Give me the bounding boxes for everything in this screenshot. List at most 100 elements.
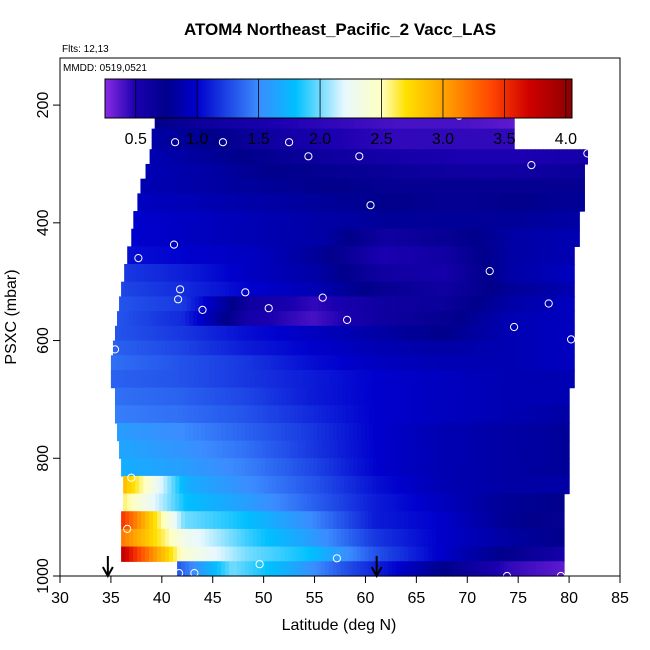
curtain-cell	[184, 528, 190, 548]
curtain-cell	[333, 281, 339, 297]
curtain-cell	[376, 163, 382, 180]
curtain-cell	[314, 355, 320, 371]
curtain-cell	[193, 561, 198, 577]
curtain-cell	[290, 355, 296, 371]
curtain-cell	[169, 211, 175, 230]
colorbar-swatch	[350, 79, 353, 118]
curtain-cell	[454, 211, 460, 230]
curtain-cell	[218, 369, 224, 389]
curtain-cell	[397, 440, 403, 459]
curtain-cell	[226, 369, 232, 389]
curtain-cell	[393, 405, 399, 424]
curtain-cell	[169, 458, 174, 477]
curtain-cell	[525, 422, 530, 442]
curtain-cell	[342, 149, 348, 165]
curtain-cell	[318, 355, 324, 371]
curtain-cell	[407, 228, 412, 247]
curtain-cell	[482, 264, 488, 283]
curtain-cell	[381, 340, 387, 356]
curtain-cell	[264, 561, 270, 577]
curtain-cell	[224, 511, 230, 530]
curtain-cell	[127, 493, 132, 512]
curtain-cell	[234, 369, 240, 389]
colorbar-swatch	[306, 79, 310, 118]
sample-point	[285, 138, 294, 147]
curtain-cell	[209, 163, 214, 180]
curtain-cell	[217, 311, 222, 327]
curtain-cell	[484, 561, 489, 577]
curtain-cell	[346, 296, 352, 312]
curtain-cell	[191, 128, 197, 150]
curtain-cell	[494, 296, 499, 312]
curtain-cell	[482, 211, 488, 230]
curtain-cell	[456, 546, 461, 562]
curtain-cell	[207, 228, 212, 247]
curtain-cell	[490, 296, 495, 312]
curtain-cell	[185, 458, 190, 477]
curtain-cell	[251, 128, 256, 150]
curtain-cell	[528, 163, 534, 180]
curtain-cell	[232, 546, 238, 562]
colorbar-swatch	[398, 79, 401, 118]
curtain-cell	[480, 528, 485, 548]
curtain-cell	[436, 511, 441, 530]
curtain-cell	[435, 228, 440, 247]
curtain-cell	[519, 228, 524, 247]
curtain-cell	[458, 211, 464, 230]
curtain-cell	[469, 405, 475, 424]
curtain-cell	[269, 163, 274, 180]
curtain-cell	[219, 228, 224, 247]
curtain-cell	[194, 355, 200, 371]
curtain-cell	[313, 340, 319, 356]
curtain-cell	[501, 340, 507, 356]
curtain-cell	[393, 387, 399, 406]
curtain-cell	[406, 325, 412, 342]
sample-point	[264, 304, 273, 313]
curtain-cell	[563, 149, 568, 165]
curtain-cell	[391, 493, 397, 512]
curtain-cell	[464, 546, 469, 562]
curtain-cell	[388, 475, 393, 495]
curtain-cell	[197, 422, 202, 442]
curtain-cell	[550, 355, 555, 371]
curtain-cell	[445, 458, 450, 477]
curtain-cell	[421, 405, 427, 424]
curtain-cell	[529, 405, 534, 424]
curtain-cell	[201, 340, 206, 356]
curtain-cell	[437, 281, 443, 297]
curtain-cell	[410, 355, 416, 371]
curtain-cell	[522, 296, 527, 312]
curtain-cell	[345, 163, 350, 180]
curtain-cell	[317, 163, 322, 180]
curtain-cell	[332, 561, 338, 577]
curtain-cell	[161, 422, 166, 442]
curtain-cell	[330, 296, 336, 312]
curtain-cell	[145, 511, 150, 530]
curtain-cell	[168, 546, 174, 562]
curtain-cell	[500, 528, 505, 548]
curtain-cell	[251, 475, 257, 495]
curtain-cell	[306, 296, 312, 312]
colorbar-swatch	[344, 79, 347, 118]
curtain-cell	[545, 422, 550, 442]
curtain-cell	[228, 528, 234, 548]
curtain-cell	[409, 340, 415, 356]
curtain-cell	[518, 311, 523, 327]
curtain-cell	[443, 493, 449, 512]
curtain-cell	[386, 325, 392, 342]
curtain-cell	[203, 246, 208, 265]
curtain-cell	[236, 178, 242, 194]
curtain-cell	[557, 387, 562, 406]
curtain-cell	[206, 387, 212, 406]
curtain-cell	[214, 296, 220, 312]
curtain-cell	[157, 193, 162, 212]
curtain-cell	[358, 369, 364, 389]
curtain-cell	[532, 193, 538, 212]
curtain-cell	[133, 311, 138, 327]
curtain-cell	[251, 493, 256, 512]
curtain-cell	[210, 387, 216, 406]
curtain-cell	[289, 163, 294, 180]
curtain-cell	[278, 405, 283, 424]
curtain-cell	[481, 422, 486, 442]
curtain-cell	[516, 546, 521, 562]
